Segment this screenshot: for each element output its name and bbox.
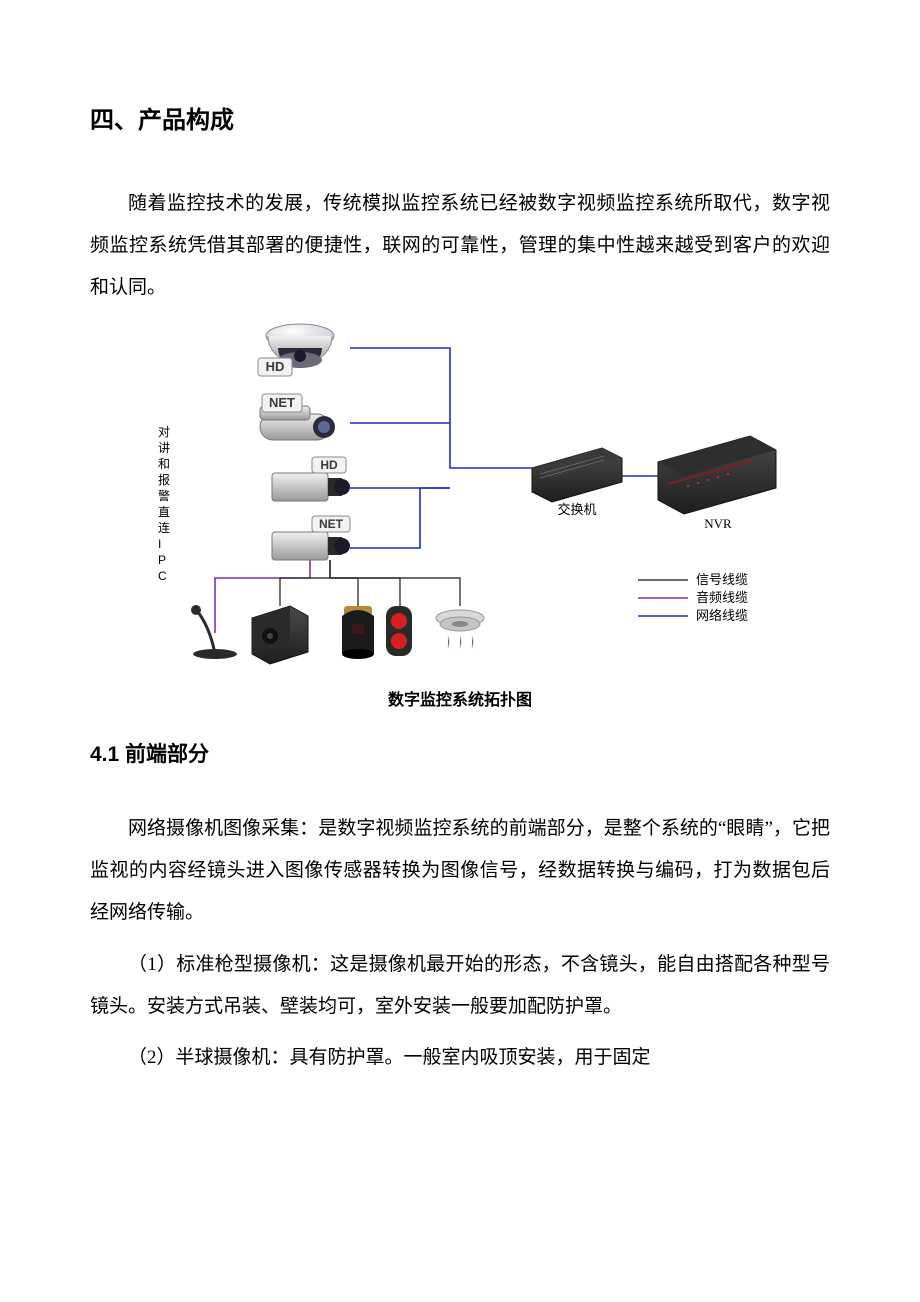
svg-text:和: 和 — [158, 457, 170, 471]
siren-icon — [342, 606, 374, 659]
svg-text:I: I — [158, 537, 161, 551]
svg-text:讲: 讲 — [158, 440, 170, 455]
network-cables — [350, 348, 680, 548]
camera-net-bullet: NET — [260, 394, 335, 440]
svg-text:警: 警 — [158, 488, 170, 503]
topology-diagram: 对 讲 和 报 警 直 连 I P C HD — [140, 318, 780, 710]
heading-1: 四、产品构成 — [90, 100, 830, 135]
microphone-icon — [191, 605, 237, 659]
hd-badge-2: HD — [320, 458, 338, 472]
switch-label: 交换机 — [557, 502, 596, 517]
signal-cables — [280, 560, 460, 606]
nvr-device: NVR — [658, 436, 776, 531]
legend-audio: 音频线缆 — [696, 590, 748, 605]
speaker-icon — [252, 606, 308, 664]
svg-text:C: C — [158, 569, 167, 583]
svg-text:连: 连 — [158, 520, 170, 535]
smoke-detector-icon — [436, 610, 484, 648]
svg-text:对: 对 — [158, 425, 170, 439]
alarm-button-icon — [386, 606, 412, 656]
paragraph-2: （1）标准枪型摄像机：这是摄像机最开始的形态，不含镜头，能自由搭配各种型号镜头。… — [90, 944, 830, 1028]
heading-2: 4.1 前端部分 — [90, 738, 830, 768]
side-label: 对 讲 和 报 警 直 连 I P C — [158, 425, 170, 583]
camera-net-box: NET — [272, 516, 350, 560]
legend: 信号线缆 音频线缆 网络线缆 — [638, 572, 748, 623]
camera-hd-dome: HD — [258, 324, 334, 376]
legend-net: 网络线缆 — [696, 608, 748, 623]
document-page: 四、产品构成 随着监控技术的发展，传统模拟监控系统已经被数字视频监控系统所取代，… — [0, 0, 920, 1302]
net-badge-2: NET — [319, 517, 344, 531]
svg-text:报: 报 — [158, 472, 170, 487]
paragraph-1: 网络摄像机图像采集：是数字视频监控系统的前端部分，是整个系统的“眼睛”，它把监视… — [90, 808, 830, 933]
net-badge-1: NET — [269, 395, 295, 410]
topology-svg: 对 讲 和 报 警 直 连 I P C HD — [140, 318, 780, 678]
hd-badge: HD — [266, 359, 285, 374]
legend-signal: 信号线缆 — [696, 572, 748, 587]
paragraph-3: （2）半球摄像机：具有防护罩。一般室内吸顶安装，用于固定 — [90, 1037, 830, 1079]
paragraph-intro: 随着监控技术的发展，传统模拟监控系统已经被数字视频监控系统所取代，数字视频监控系… — [90, 183, 830, 308]
diagram-caption: 数字监控系统拓扑图 — [140, 686, 780, 710]
nvr-label: NVR — [704, 516, 732, 531]
svg-text:直: 直 — [158, 505, 170, 519]
camera-hd-box: HD — [272, 457, 350, 501]
svg-text:P: P — [158, 553, 166, 567]
switch-device: 交换机 — [532, 448, 622, 517]
